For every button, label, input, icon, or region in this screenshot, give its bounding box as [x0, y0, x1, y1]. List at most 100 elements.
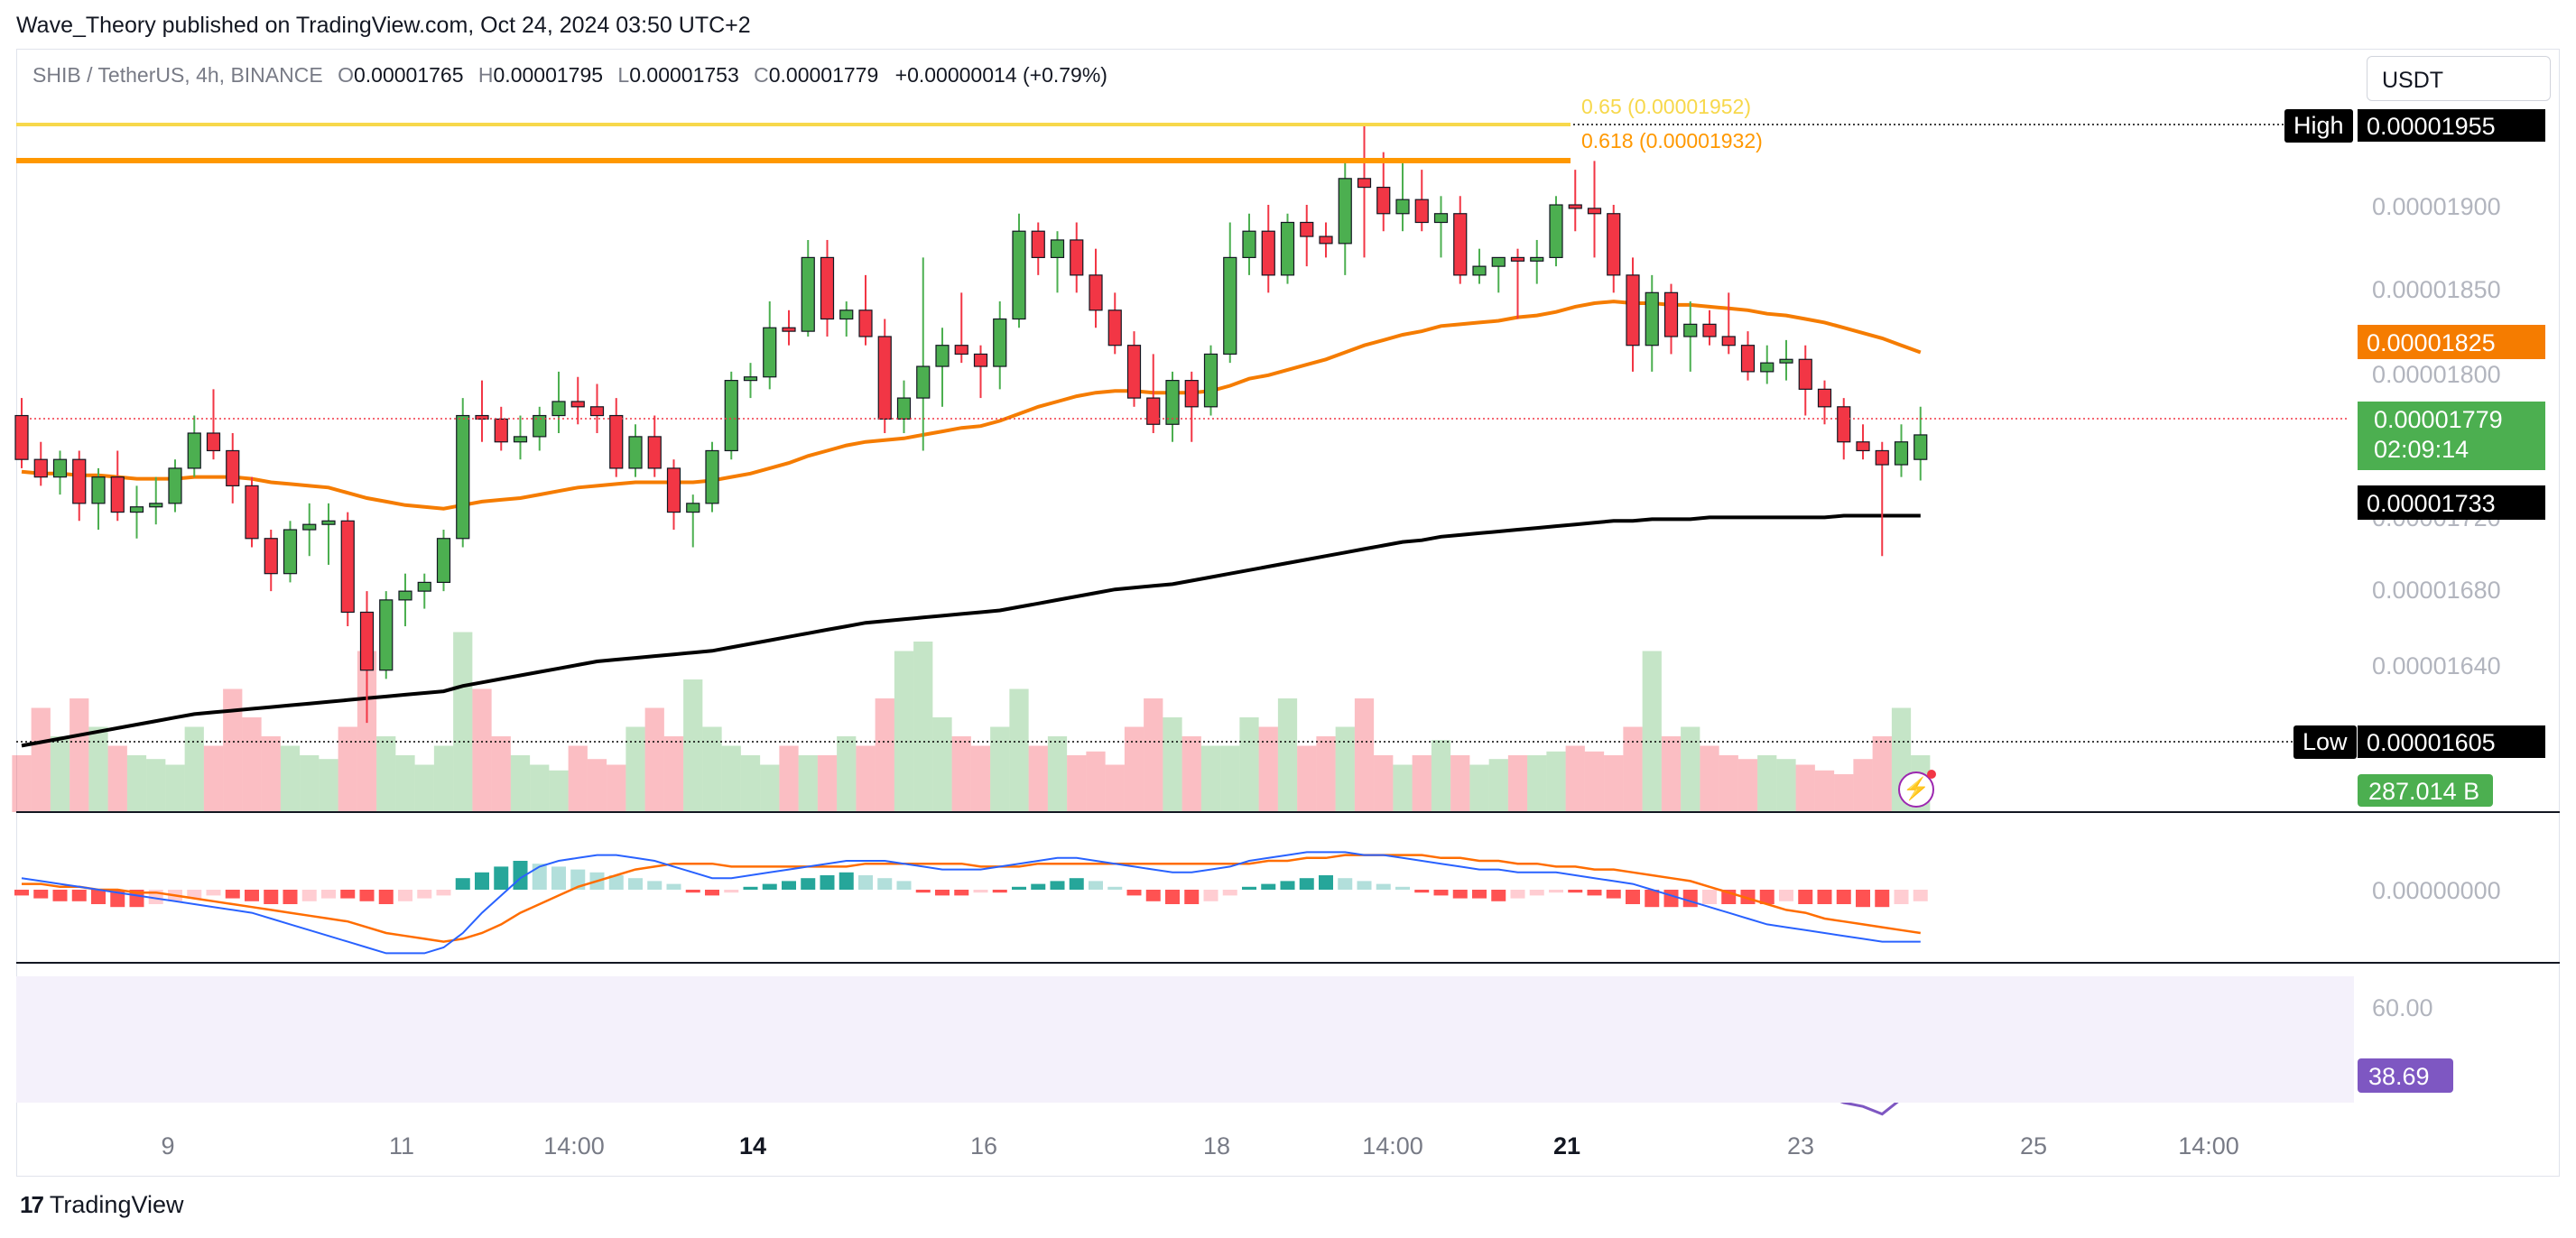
- volume-bar: [1335, 726, 1355, 812]
- volume-bar: [261, 736, 281, 812]
- low-label: L: [617, 63, 630, 87]
- macd-histogram-bar: [1050, 881, 1065, 890]
- candle-body: [1376, 186, 1391, 215]
- macd-histogram-bar: [225, 890, 240, 899]
- volume-bar: [69, 698, 89, 812]
- macd-histogram-bar: [33, 890, 49, 899]
- macd-histogram-bar: [245, 890, 259, 901]
- candle-body: [1184, 380, 1199, 408]
- volume-bar: [1124, 726, 1144, 812]
- currency-button[interactable]: USDT: [2367, 56, 2551, 101]
- candle-body: [14, 414, 29, 460]
- volume-bar: [338, 726, 357, 812]
- candle-body: [1626, 274, 1640, 346]
- candle-body: [1856, 441, 1870, 452]
- macd-histogram-bar: [1107, 886, 1123, 890]
- macd-histogram-bar: [1338, 878, 1353, 890]
- macd-histogram-bar: [1280, 881, 1295, 890]
- macd-histogram-bar: [1184, 890, 1200, 904]
- price-axis-tick: 0.00001900: [2372, 193, 2501, 220]
- volume-bar: [1527, 755, 1547, 812]
- macd-histogram-bar: [436, 890, 451, 896]
- candle-body: [1242, 230, 1256, 259]
- candle-body: [1645, 291, 1659, 346]
- candle-body: [1319, 236, 1333, 245]
- volume-bar: [663, 736, 684, 812]
- candle-body: [839, 310, 854, 320]
- macd-histogram-bar: [1663, 890, 1679, 908]
- macd-histogram-bar: [71, 890, 87, 901]
- time-axis-tick: 25: [2020, 1132, 2047, 1159]
- high-label: H: [477, 63, 494, 87]
- volume-bar: [1009, 688, 1029, 812]
- candle-body: [935, 345, 950, 367]
- volume-bar: [1681, 726, 1700, 812]
- candle-body: [302, 523, 317, 531]
- volume-bar: [1546, 751, 1566, 812]
- change-value: +0.00000014 (+0.79%): [894, 63, 1107, 87]
- volume-bar: [510, 755, 531, 812]
- macd-histogram-bar: [1836, 890, 1851, 904]
- candle-body: [1223, 256, 1237, 356]
- open-value: 0.00001765: [353, 63, 464, 87]
- candle-body: [1894, 441, 1909, 466]
- macd-histogram-bar: [1645, 890, 1660, 908]
- macd-histogram-bar: [1242, 886, 1256, 890]
- last-price-tag: 0.00001779 02:09:14: [2358, 402, 2545, 470]
- symbol-name[interactable]: SHIB / TetherUS, 4h, BINANCE: [32, 63, 323, 87]
- candle-body: [52, 458, 68, 478]
- candle-body: [877, 336, 892, 420]
- candle-body: [129, 506, 144, 513]
- macd-histogram-bar: [1779, 890, 1793, 901]
- candle-body: [954, 345, 968, 356]
- lightning-icon[interactable]: ⚡: [1898, 770, 1936, 808]
- candle-body: [1587, 208, 1602, 215]
- candle-body: [1165, 380, 1180, 425]
- candle-body: [1146, 397, 1161, 425]
- symbol-legend: SHIB / TetherUS, 4h, BINANCE O0.00001765…: [32, 63, 1107, 88]
- candle-body: [398, 590, 412, 601]
- macd-histogram-bar: [1798, 890, 1813, 904]
- macd-histogram-bar: [1472, 890, 1487, 899]
- candle-body: [110, 476, 125, 513]
- macd-histogram-bar: [1261, 883, 1276, 890]
- candle-body: [743, 376, 758, 382]
- macd-histogram-bar: [1491, 890, 1506, 901]
- macd-line: [21, 851, 1921, 955]
- candle-body: [916, 365, 931, 399]
- rsi-axis-tick: 60.00: [2372, 994, 2433, 1021]
- macd-histogram-bar: [1414, 890, 1430, 893]
- last-price-value: 0.00001779: [2374, 406, 2503, 433]
- candle-body: [494, 418, 508, 443]
- candle-body: [72, 458, 87, 504]
- time-axis-tick: 21: [1553, 1132, 1580, 1159]
- publish-info: Wave_Theory published on TradingView.com…: [16, 13, 751, 38]
- candle-body: [858, 310, 873, 337]
- tradingview-brand[interactable]: 17 TradingView: [20, 1191, 184, 1219]
- candle-body: [1683, 323, 1698, 337]
- volume-bar: [1181, 736, 1201, 812]
- macd-histogram-bar: [551, 866, 566, 890]
- candle-body: [1089, 274, 1103, 311]
- macd-histogram-bar: [801, 878, 816, 890]
- macd-histogram-bar: [915, 890, 931, 893]
- candle-body: [628, 436, 643, 469]
- macd-histogram-bar: [359, 890, 375, 901]
- macd-histogram-bar: [455, 878, 470, 890]
- macd-histogram-bar: [666, 883, 681, 890]
- macd-histogram-bar: [647, 881, 663, 890]
- volume-bar: [530, 764, 550, 812]
- candle-body: [1453, 213, 1468, 276]
- candle-body: [283, 529, 298, 575]
- macd-histogram-bar: [896, 881, 912, 890]
- candle-body: [1472, 265, 1487, 276]
- ema50-line: [21, 300, 1922, 511]
- candle-body: [359, 611, 375, 671]
- volume-bar: [357, 651, 377, 812]
- candle-body: [1050, 239, 1065, 259]
- high-value: 0.00001795: [493, 63, 604, 87]
- macd-histogram-bar: [858, 875, 873, 890]
- high-label-tag: High: [2284, 109, 2353, 143]
- volume-bar: [1277, 698, 1298, 812]
